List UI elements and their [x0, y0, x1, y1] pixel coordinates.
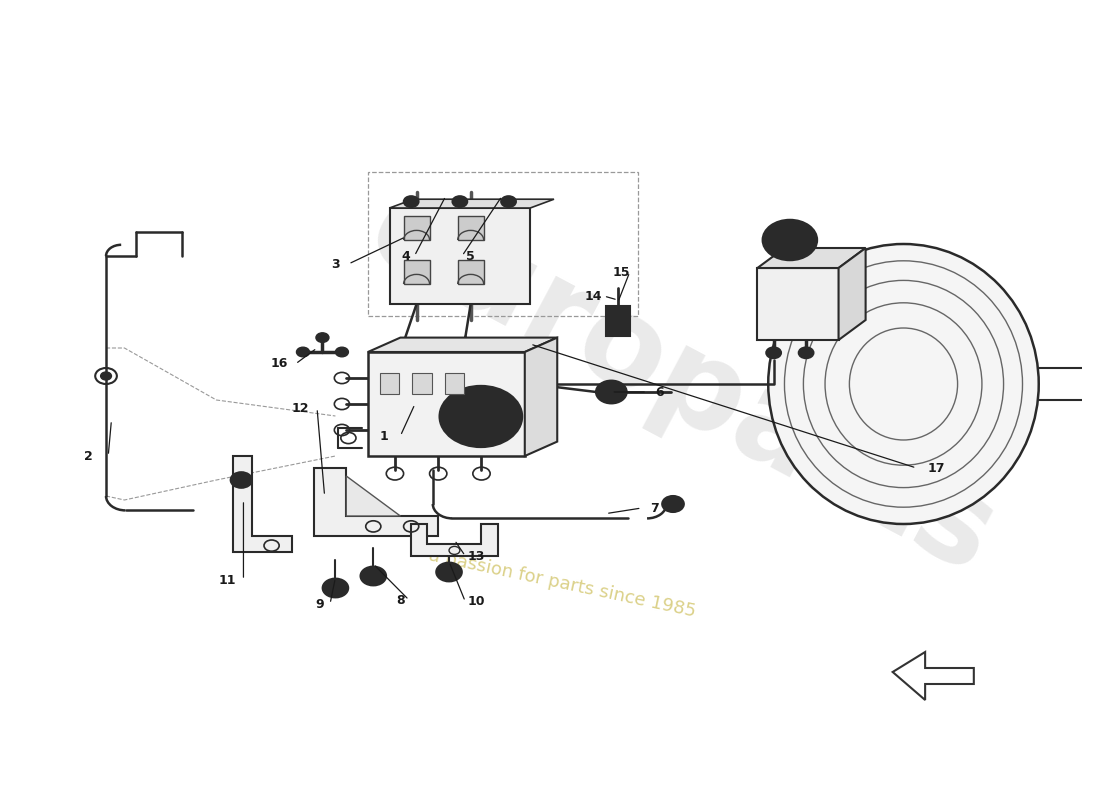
Circle shape	[436, 562, 462, 582]
Polygon shape	[346, 476, 400, 516]
Text: 16: 16	[271, 358, 288, 370]
Text: 3: 3	[331, 258, 340, 270]
Circle shape	[440, 386, 522, 447]
Text: 1: 1	[379, 430, 388, 442]
Bar	[367, 172, 638, 316]
Circle shape	[336, 347, 349, 357]
Circle shape	[500, 196, 516, 207]
Bar	[444, 373, 464, 394]
Circle shape	[361, 566, 386, 586]
Polygon shape	[314, 468, 438, 536]
Text: 13: 13	[468, 550, 485, 562]
Bar	[404, 260, 430, 284]
Bar	[606, 306, 629, 336]
Bar	[389, 208, 530, 304]
Text: 4: 4	[402, 250, 410, 262]
Ellipse shape	[768, 244, 1038, 524]
Text: 6: 6	[656, 386, 664, 398]
Polygon shape	[893, 652, 974, 700]
Circle shape	[762, 220, 817, 260]
Circle shape	[100, 372, 111, 380]
Text: europarts: europarts	[349, 169, 1015, 599]
Polygon shape	[232, 456, 293, 552]
Circle shape	[609, 325, 618, 331]
Bar	[379, 373, 399, 394]
Circle shape	[596, 381, 627, 403]
Text: a passion for parts since 1985: a passion for parts since 1985	[428, 547, 697, 621]
Polygon shape	[525, 338, 558, 456]
Text: 11: 11	[219, 574, 236, 586]
Polygon shape	[838, 248, 866, 340]
Polygon shape	[389, 199, 554, 208]
Text: 14: 14	[584, 290, 602, 302]
Bar	[758, 268, 838, 340]
Circle shape	[231, 472, 252, 488]
Circle shape	[799, 347, 814, 358]
Text: 8: 8	[396, 594, 405, 606]
Circle shape	[662, 496, 684, 512]
Text: 10: 10	[468, 595, 485, 608]
Polygon shape	[411, 524, 497, 556]
Circle shape	[316, 333, 329, 342]
Circle shape	[297, 347, 309, 357]
Text: 2: 2	[85, 450, 94, 462]
Circle shape	[322, 578, 349, 598]
Text: 7: 7	[650, 502, 659, 514]
Circle shape	[452, 196, 468, 207]
Circle shape	[404, 196, 419, 207]
Bar	[404, 216, 430, 240]
Circle shape	[766, 347, 781, 358]
Text: 15: 15	[613, 266, 630, 278]
Text: 12: 12	[293, 402, 309, 414]
Bar	[458, 260, 484, 284]
Polygon shape	[367, 338, 558, 352]
Circle shape	[456, 399, 505, 434]
Bar	[458, 216, 484, 240]
Circle shape	[472, 410, 490, 423]
Polygon shape	[758, 248, 866, 268]
Circle shape	[605, 387, 618, 397]
Text: 17: 17	[927, 462, 945, 474]
Text: 9: 9	[315, 598, 323, 610]
Bar	[367, 352, 525, 456]
Circle shape	[783, 235, 796, 245]
Circle shape	[618, 325, 627, 331]
Bar	[412, 373, 431, 394]
Text: 5: 5	[466, 250, 475, 262]
